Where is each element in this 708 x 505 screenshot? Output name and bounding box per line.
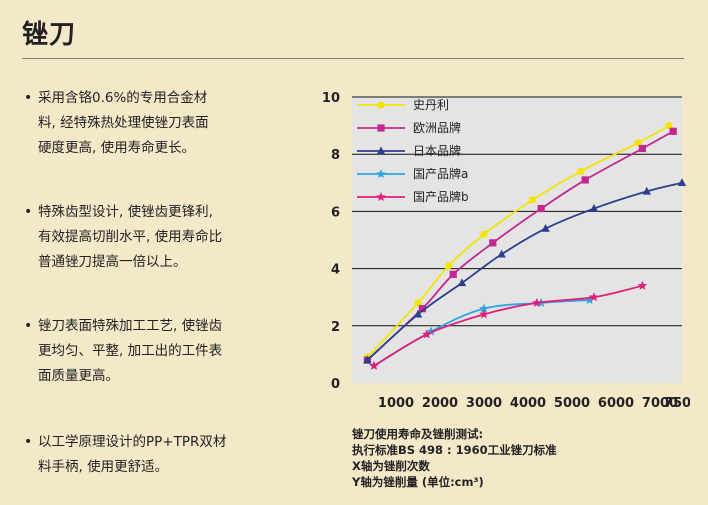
notes-line: X轴为锉削次数	[352, 459, 430, 473]
feature-item: 特殊齿型设计, 使锉齿更锋利, 有效提高切削水平, 使用寿命比 普通锉刀提高一倍…	[24, 200, 222, 275]
legend-swatch-marker	[376, 146, 386, 155]
data-point	[363, 355, 372, 364]
x-tick-label: 1000	[378, 396, 414, 411]
data-point	[479, 303, 489, 313]
data-point	[418, 305, 426, 313]
feature-item: 锉刀表面特殊加工工艺, 使锉齿 更均匀、平整, 加工出的工件表 面质量更高。	[24, 314, 222, 389]
legend-swatch-marker	[376, 169, 386, 179]
y-tick-label: 4	[331, 263, 340, 278]
data-point	[414, 299, 422, 307]
data-point	[642, 186, 651, 195]
notes-line: Y轴为锉削量 (单位:cm³)	[352, 475, 484, 489]
notes-line: 执行标准BS 498 : 1960工业锉刀标准	[352, 443, 557, 457]
data-point	[445, 262, 453, 270]
data-point	[638, 144, 646, 153]
legend-swatch-marker	[376, 192, 386, 202]
plot-area	[352, 97, 682, 383]
data-point	[426, 326, 436, 336]
data-point	[537, 204, 545, 213]
feature-line: 面质量更高。	[38, 368, 119, 384]
legend-label: 国产品牌b	[413, 190, 469, 204]
y-tick-label: 6	[331, 205, 340, 220]
legend-swatch-marker	[377, 124, 385, 132]
x-tick-label: 4000	[510, 396, 546, 411]
test-notes: 锉刀使用寿命及锉削测试: 执行标准BS 498 : 1960工业锉刀标准 X轴为…	[352, 426, 557, 490]
data-point	[581, 176, 589, 184]
feature-line: 以工学原理设计的PP+TPR双材	[38, 434, 227, 450]
feature-line: 普通锉刀提高一倍以上。	[38, 254, 187, 270]
data-point	[528, 196, 536, 204]
x-tick-label: 6000	[598, 396, 634, 411]
feature-item: 采用含铬0.6%的专用合金材 料, 经特殊热处理使锉刀表面 硬度更高, 使用寿命…	[24, 86, 209, 161]
notes-line: 锉刀使用寿命及锉削测试:	[352, 427, 484, 441]
data-point	[634, 139, 642, 147]
feature-item: 以工学原理设计的PP+TPR双材 料手柄, 使用更舒适。	[24, 430, 226, 480]
y-tick-label: 0	[331, 377, 340, 392]
data-point	[665, 122, 673, 130]
data-point	[489, 239, 497, 247]
feature-line: 采用含铬0.6%的专用合金材	[38, 90, 208, 106]
data-point	[449, 270, 457, 278]
x-tick-label: 5000	[554, 396, 590, 411]
legend-label: 欧洲品牌	[413, 121, 461, 135]
y-tick-label: 8	[331, 148, 340, 163]
feature-line: 料手柄, 使用更舒适。	[38, 459, 169, 475]
legend-label: 日本品牌	[413, 144, 461, 158]
data-point	[532, 297, 542, 307]
series-line	[373, 284, 643, 367]
legend-label: 国产品牌a	[413, 167, 468, 181]
data-point	[589, 292, 599, 302]
data-point	[584, 295, 595, 305]
data-point	[577, 167, 585, 175]
y-tick-label: 2	[331, 320, 340, 335]
legend-swatch-marker	[377, 101, 385, 109]
y-tick-label: 10	[322, 91, 340, 106]
data-point	[422, 329, 432, 339]
data-point	[479, 309, 489, 319]
feature-line: 更均匀、平整, 加工出的工件表	[38, 343, 223, 359]
data-point	[541, 224, 550, 232]
title-divider	[22, 58, 684, 59]
data-point	[677, 178, 687, 186]
data-point	[457, 278, 467, 287]
data-point	[480, 230, 488, 238]
feature-line: 有效提高切削水平, 使用寿命比	[38, 229, 223, 245]
x-tick-label: 7000	[642, 396, 678, 411]
data-point	[637, 280, 648, 290]
data-point	[589, 204, 599, 212]
x-tick-label: 7500	[664, 396, 690, 411]
data-point	[497, 249, 506, 258]
page-title: 锉刀	[22, 20, 77, 50]
legend-label: 史丹利	[413, 98, 449, 112]
x-tick-label: 2000	[422, 396, 458, 411]
feature-line: 特殊齿型设计, 使锉齿更锋利,	[38, 204, 213, 220]
feature-line: 锉刀表面特殊加工工艺, 使锉齿	[38, 318, 223, 334]
feature-line: 料, 经特殊热处理使锉刀表面	[38, 115, 209, 131]
data-point	[369, 360, 379, 370]
data-point	[669, 127, 677, 135]
data-point	[413, 309, 423, 318]
feature-line: 硬度更高, 使用寿命更长。	[38, 140, 196, 156]
line-chart: 0 2 4 6 8 10 1000 2000 3000 4000 5000 6000 70007500 史…	[322, 91, 690, 411]
x-tick-label: 3000	[466, 396, 502, 411]
